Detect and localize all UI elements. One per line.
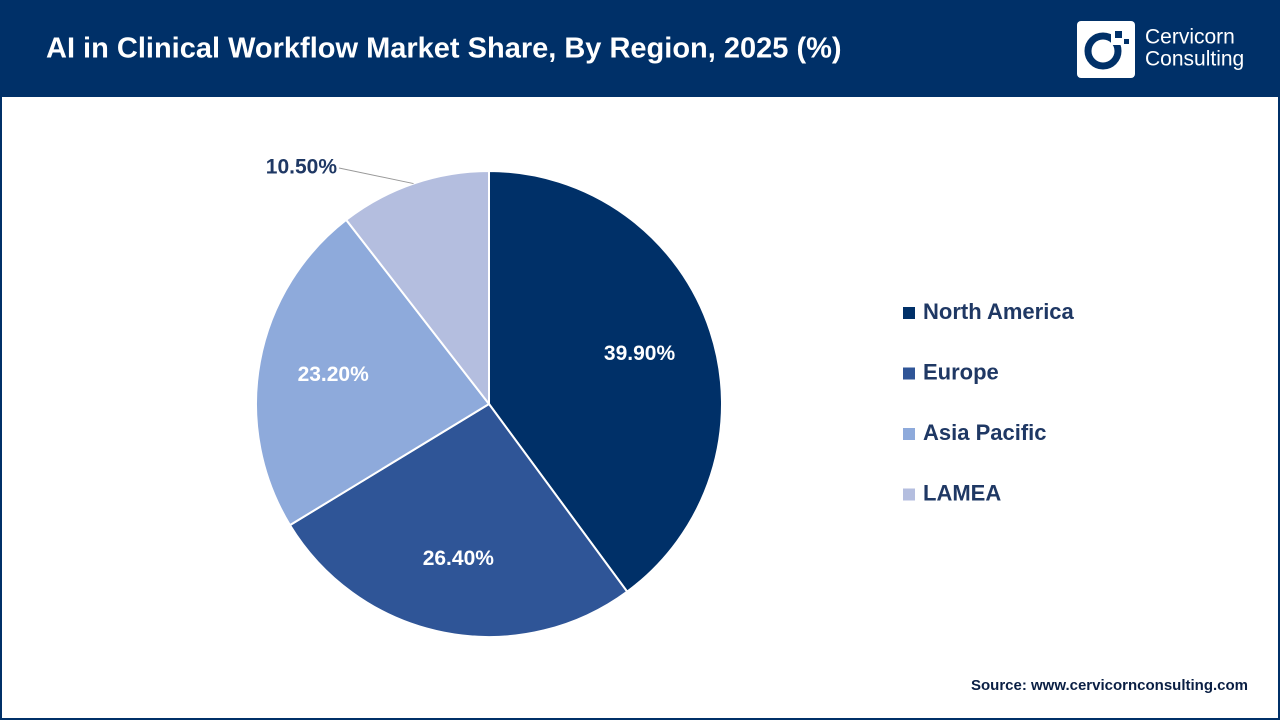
header-band xyxy=(0,0,1280,97)
legend-label: Asia Pacific xyxy=(923,420,1047,445)
data-label: 39.90% xyxy=(604,342,676,365)
legend-swatch xyxy=(903,428,915,440)
logo-text: Consulting xyxy=(1145,48,1244,71)
logo-text: Cervicorn xyxy=(1145,26,1235,49)
data-label: 23.20% xyxy=(298,363,370,386)
legend-label: North America xyxy=(923,299,1075,324)
pie-slice xyxy=(488,169,723,594)
source-note: Source: www.cervicornconsulting.com xyxy=(971,677,1248,694)
logo: Cervicorn Consulting xyxy=(1077,21,1244,78)
legend-swatch xyxy=(903,488,915,501)
legend-swatch xyxy=(903,307,915,319)
logo-dot xyxy=(1124,39,1129,44)
legend-label: LAMEA xyxy=(923,480,1001,505)
pie-slice xyxy=(255,218,491,527)
leader-line xyxy=(338,167,414,185)
legend-swatch xyxy=(903,367,915,380)
data-label: 26.40% xyxy=(423,547,495,570)
logo-ring xyxy=(1084,32,1122,70)
legend-label: Europe xyxy=(923,359,999,384)
pie-slice xyxy=(288,402,629,638)
data-label: 10.50% xyxy=(266,156,338,179)
logo-dot xyxy=(1115,31,1122,38)
chart-title: AI in Clinical Workflow Market Share, By… xyxy=(46,33,842,65)
pie-slice xyxy=(344,169,490,407)
